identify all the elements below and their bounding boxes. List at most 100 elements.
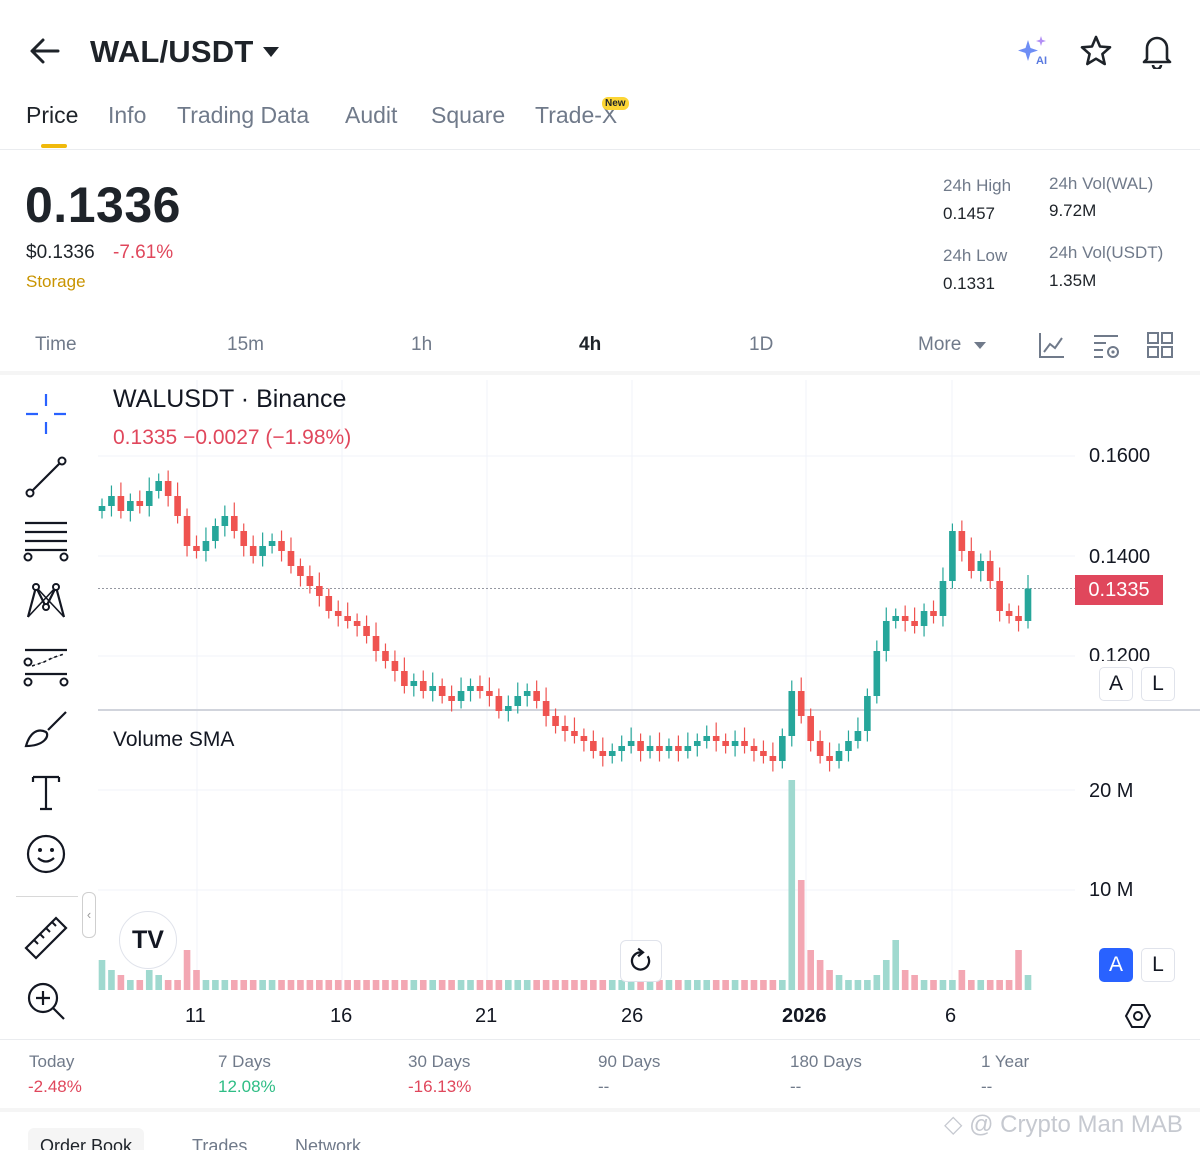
chevron-down-icon <box>974 342 986 349</box>
collapse-toolbar-handle[interactable]: ‹ <box>82 892 96 938</box>
candle-body <box>807 716 814 741</box>
volume-bar <box>419 980 427 990</box>
volume-bar <box>618 980 626 990</box>
candle-body <box>618 746 626 751</box>
tab-trading-data[interactable]: Trading Data <box>177 102 310 128</box>
perf-label: 7 Days <box>218 1052 271 1071</box>
perf-value: -- <box>790 1077 802 1096</box>
price-axis-label: 0.1200 <box>1089 645 1151 661</box>
chart-settings-icon[interactable] <box>1124 1002 1152 1030</box>
zoom-in-icon[interactable] <box>22 977 70 1025</box>
chart-ohlc-readout: 0.1335 −0.0027 (−1.98%) <box>113 426 352 449</box>
volume-bar <box>344 980 351 990</box>
volume-bar <box>986 980 994 990</box>
candle-body <box>986 561 994 581</box>
candle-body <box>259 546 266 556</box>
stat-low-value: 0.1331 <box>943 274 995 293</box>
volume-auto-scale-button[interactable]: A <box>1099 948 1133 982</box>
candle-body <box>268 541 276 546</box>
candle-body <box>599 751 607 756</box>
tradingview-logo[interactable]: TV <box>119 911 177 969</box>
volume-bar <box>145 970 153 990</box>
volume-bar <box>571 980 578 990</box>
candle-body <box>949 531 956 581</box>
candle-body <box>684 746 692 751</box>
interval-15m[interactable]: 15m <box>227 334 264 355</box>
volume-bar <box>98 960 106 990</box>
candle-body <box>656 746 663 751</box>
auto-scale-button[interactable]: A <box>1099 667 1133 701</box>
indicator-settings-icon[interactable] <box>1091 330 1121 360</box>
volume-bar <box>741 980 748 990</box>
candle-body <box>504 706 512 711</box>
volume-bar <box>977 980 985 990</box>
volume-bar <box>561 980 569 990</box>
tab-info[interactable]: Info <box>108 102 147 128</box>
candle-body <box>438 686 446 696</box>
candle-body <box>703 736 711 741</box>
emoji-icon[interactable] <box>22 830 70 878</box>
volume-bar <box>325 980 333 990</box>
volume-bar <box>769 980 777 990</box>
volume-bar <box>779 980 786 990</box>
candle-body <box>873 651 881 696</box>
star-icon[interactable] <box>1079 34 1113 68</box>
interval-time[interactable]: Time <box>35 334 77 355</box>
tab-square[interactable]: Square <box>431 102 506 128</box>
trend-line-icon[interactable] <box>22 453 70 501</box>
candle-body <box>202 541 210 551</box>
line-chart-icon[interactable] <box>1037 330 1067 360</box>
fib-levels-icon[interactable] <box>22 515 70 563</box>
crosshair-icon[interactable] <box>22 390 70 438</box>
candle-body <box>164 481 172 496</box>
brush-icon[interactable] <box>22 706 70 754</box>
reset-chart-icon[interactable] <box>620 940 662 982</box>
candle-body <box>401 671 408 686</box>
volume-bar <box>316 980 323 990</box>
pair-selector[interactable]: WAL/USDT <box>90 34 280 70</box>
volume-bar <box>996 980 1003 990</box>
volume-bar <box>930 980 937 990</box>
candle-body <box>731 741 739 746</box>
volume-bar <box>382 980 389 990</box>
tab-network[interactable]: Network <box>295 1136 362 1150</box>
candle-body <box>722 741 729 746</box>
tab-audit[interactable]: Audit <box>345 102 398 128</box>
volume-bar <box>438 980 446 990</box>
candle-body <box>155 481 163 491</box>
log-scale-button[interactable]: L <box>1141 667 1175 701</box>
category-tag[interactable]: Storage <box>26 272 86 291</box>
candle-body <box>136 501 144 506</box>
ruler-icon[interactable] <box>22 914 70 962</box>
volume-bar <box>646 980 654 990</box>
back-arrow-icon[interactable] <box>28 34 62 68</box>
interval-1h[interactable]: 1h <box>411 334 433 355</box>
divider <box>0 371 1200 375</box>
bell-icon[interactable] <box>1140 33 1174 69</box>
candle-body <box>854 731 862 741</box>
volume-bar <box>183 950 191 990</box>
price-chart[interactable] <box>0 375 1200 1035</box>
text-tool-icon[interactable] <box>22 768 70 816</box>
interval-4h[interactable]: 4h <box>579 334 602 355</box>
interval-more[interactable]: More <box>918 334 962 355</box>
tab-order-book[interactable]: Order Book <box>28 1128 145 1150</box>
tab-price[interactable]: Price <box>26 102 79 128</box>
volume-log-scale-button[interactable]: L <box>1141 948 1175 982</box>
stat-vol-quote-label: 24h Vol(USDT) <box>1049 243 1164 262</box>
candle-body <box>334 611 342 616</box>
ai-sparkle-icon[interactable]: AI <box>1016 34 1052 68</box>
tab-trades[interactable]: Trades <box>192 1136 248 1150</box>
volume-bar <box>1015 950 1022 990</box>
interval-1d[interactable]: 1D <box>749 334 774 355</box>
forecast-tool-icon[interactable] <box>22 642 70 690</box>
volume-bar <box>816 960 824 990</box>
candle-body <box>996 581 1003 611</box>
perf-label: 30 Days <box>408 1052 471 1071</box>
volume-bar <box>1005 980 1013 990</box>
volume-bar <box>712 980 720 990</box>
volume-bar <box>174 980 181 990</box>
pattern-tool-icon[interactable] <box>22 577 70 625</box>
volume-bar <box>760 980 767 990</box>
grid-layout-icon[interactable] <box>1146 331 1174 359</box>
